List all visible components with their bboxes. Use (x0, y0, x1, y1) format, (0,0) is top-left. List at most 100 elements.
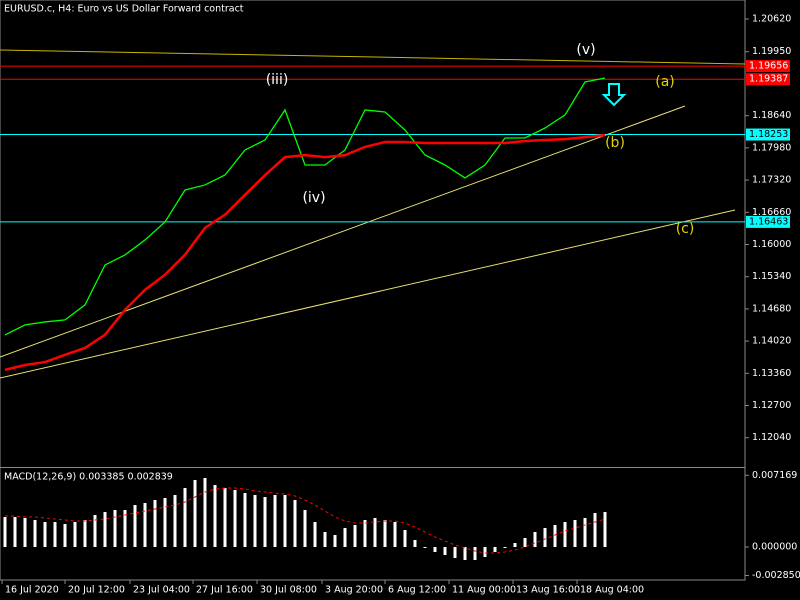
macd-bar (3, 517, 7, 547)
trend-line (0, 49, 746, 65)
macd-bar (83, 520, 87, 547)
macd-bar (103, 512, 107, 547)
trend-line (0, 209, 736, 379)
macd-bar (413, 540, 417, 547)
x-tick-label: 27 Jul 16:00 (196, 585, 253, 596)
macd-bar (423, 547, 427, 548)
macd-bar (463, 547, 467, 560)
trend-line (0, 105, 686, 358)
y-tick-label: 1.14020 (752, 336, 791, 347)
macd-bar (263, 497, 267, 547)
macd-bar (393, 522, 397, 547)
x-tick-label: 20 Jul 12:00 (68, 585, 125, 596)
wave-label: (b) (605, 135, 625, 151)
y-tick-label: 1.16000 (752, 239, 791, 250)
macd-bar (23, 518, 27, 547)
macd-bar (473, 547, 477, 560)
macd-bar (453, 547, 457, 558)
y-tick-label: 1.17320 (752, 175, 791, 186)
macd-bar (133, 505, 137, 547)
down-arrow (601, 83, 627, 107)
x-tick-label: 16 Jul 2020 (5, 585, 59, 596)
macd-bar (193, 480, 197, 547)
x-tick-label: 11 Aug 00:00 (452, 585, 516, 596)
macd-bar (493, 547, 497, 552)
macd-bar (213, 485, 217, 547)
macd-bar (173, 495, 177, 547)
macd-bar (293, 500, 297, 547)
level-label-box (746, 128, 790, 141)
macd-bar (163, 498, 167, 547)
macd-bar (153, 500, 157, 547)
macd-bar (33, 520, 37, 547)
macd-bar (443, 547, 447, 555)
macd-bar (73, 522, 77, 547)
x-tick-label: 3 Aug 20:00 (325, 585, 383, 596)
macd-bar (513, 543, 517, 547)
macd-bar (583, 518, 587, 547)
y-tick-label: 1.13360 (752, 368, 791, 379)
macd-bar (273, 495, 277, 547)
macd-bar (243, 493, 247, 547)
macd-bar (53, 522, 57, 547)
macd-bar (603, 512, 607, 547)
y-tick-label: 1.14680 (752, 303, 791, 314)
macd-bar (433, 547, 437, 552)
level-label: 1.18253 (749, 129, 788, 140)
level-label-box (746, 73, 790, 86)
macd-bar (553, 525, 557, 547)
level-label: 1.19656 (749, 61, 788, 72)
wave-label: (iii) (266, 72, 289, 88)
y-tick-label: 1.15340 (752, 271, 791, 282)
wave-label: (v) (576, 42, 595, 58)
wave-label: (a) (655, 74, 675, 90)
chart-title: EURUSD.c, H4: Euro vs US Dollar Forward … (4, 4, 244, 15)
y-tick-label: 0.007169 (752, 470, 797, 481)
level-label: 1.16463 (749, 216, 788, 227)
macd-bar (343, 528, 347, 547)
y-tick-label: 1.12700 (752, 400, 791, 411)
macd-bar (313, 522, 317, 547)
macd-bar (483, 547, 487, 557)
macd-bar (303, 510, 307, 547)
macd-bar (123, 510, 127, 547)
macd-bar (13, 517, 17, 547)
x-tick-label: 30 Jul 08:00 (260, 585, 317, 596)
macd-bar (93, 515, 97, 547)
level-label: 1.19387 (749, 74, 788, 85)
y-tick-label: 1.18640 (752, 110, 791, 121)
x-tick-label: 23 Jul 04:00 (133, 585, 190, 596)
macd-bar (333, 535, 337, 547)
macd-bar (503, 547, 507, 548)
x-tick-label: 13 Aug 16:00 (516, 585, 580, 596)
macd-bar (373, 518, 377, 547)
macd-bar (323, 532, 327, 547)
signal-line (5, 487, 606, 554)
macd-bar (523, 538, 527, 547)
macd-title: MACD(12,26,9) 0.003385 0.002839 (4, 472, 173, 483)
x-tick-label: 6 Aug 12:00 (388, 585, 446, 596)
macd-bar (283, 495, 287, 547)
macd-bar (543, 528, 547, 547)
macd-bar (43, 522, 47, 547)
y-tick-label: 1.16660 (752, 207, 791, 218)
wave-label: (iv) (302, 190, 325, 206)
macd-bar (403, 530, 407, 547)
macd-bar (63, 524, 67, 547)
macd-bar (353, 525, 357, 547)
macd-bar (383, 520, 387, 547)
macd-bar (363, 520, 367, 547)
macd-bar (113, 510, 117, 547)
y-tick-label: -0.002850 (752, 570, 800, 581)
macd-bar (593, 513, 597, 547)
macd-bar (183, 488, 187, 547)
moving-average (4, 133, 606, 372)
y-tick-label: 0.000000 (752, 542, 797, 553)
macd-bar (533, 532, 537, 547)
level-label-box (746, 60, 790, 73)
y-tick-label: 1.19950 (752, 46, 791, 57)
level-label-box (746, 215, 790, 228)
y-tick-label: 1.17980 (752, 142, 791, 153)
